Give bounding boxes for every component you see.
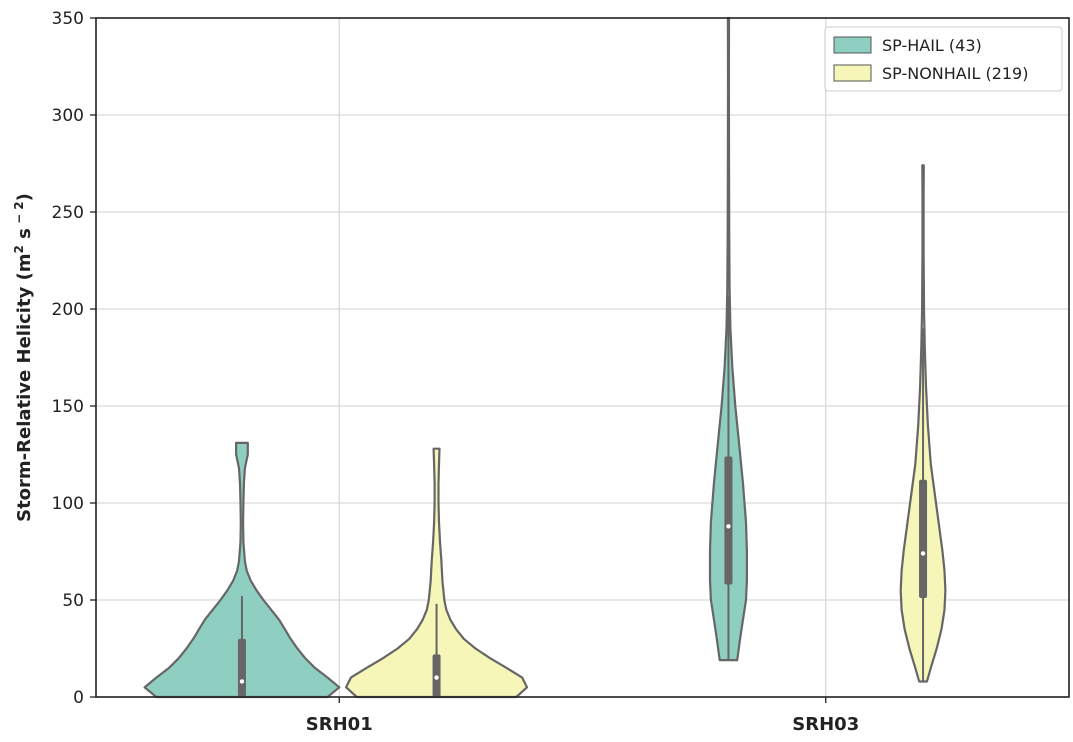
y-axis-label-main: Storm-Relative Helicity (m bbox=[14, 253, 35, 521]
legend-box bbox=[824, 26, 1063, 92]
y-axis-label: Storm-Relative Helicity (m2 s − 2) bbox=[12, 193, 35, 522]
axis-layer: 0 50 100 150 200 250 300 350 SRH01 SRH03 bbox=[52, 9, 860, 735]
legend-swatch-sp-nonhail bbox=[833, 64, 872, 82]
legend-label-sp-hail: SP-HAIL (43) bbox=[882, 36, 982, 55]
violin-median-point bbox=[726, 524, 731, 529]
violin-iqr-box bbox=[724, 456, 733, 585]
y-tick-label: 100 bbox=[52, 494, 84, 514]
y-tick-label: 200 bbox=[52, 300, 84, 320]
violin-iqr-box bbox=[237, 638, 246, 697]
y-tick-label: 50 bbox=[62, 591, 84, 611]
x-category-label: SRH03 bbox=[792, 714, 859, 735]
y-axis-label-end: ) bbox=[14, 193, 35, 201]
y-axis-label-sup1: 2 bbox=[12, 245, 26, 253]
legend-label-sp-nonhail: SP-NONHAIL (219) bbox=[882, 64, 1028, 83]
y-axis-label-sup2: − 2 bbox=[12, 201, 26, 228]
plot-frame bbox=[95, 17, 1070, 698]
y-tick-label: 300 bbox=[52, 106, 84, 126]
legend: SP-HAIL (43) SP-NONHAIL (219) bbox=[824, 26, 1063, 92]
violin-iqr-box bbox=[919, 479, 928, 599]
violin-body bbox=[345, 447, 529, 699]
y-tick-label: 350 bbox=[52, 9, 84, 29]
violin-body bbox=[143, 441, 341, 699]
violin-layer bbox=[143, 16, 947, 699]
y-tick-label: 150 bbox=[52, 397, 84, 417]
x-category-label: SRH01 bbox=[306, 714, 373, 735]
legend-swatch-sp-hail bbox=[833, 36, 872, 54]
y-axis-label-mid: s bbox=[14, 228, 35, 245]
y-tick-label: 250 bbox=[52, 203, 84, 223]
violin-median-point bbox=[434, 675, 439, 680]
y-tick-label: 0 bbox=[73, 688, 84, 708]
violin-median-point bbox=[239, 679, 245, 684]
violin-median-point bbox=[920, 551, 926, 556]
